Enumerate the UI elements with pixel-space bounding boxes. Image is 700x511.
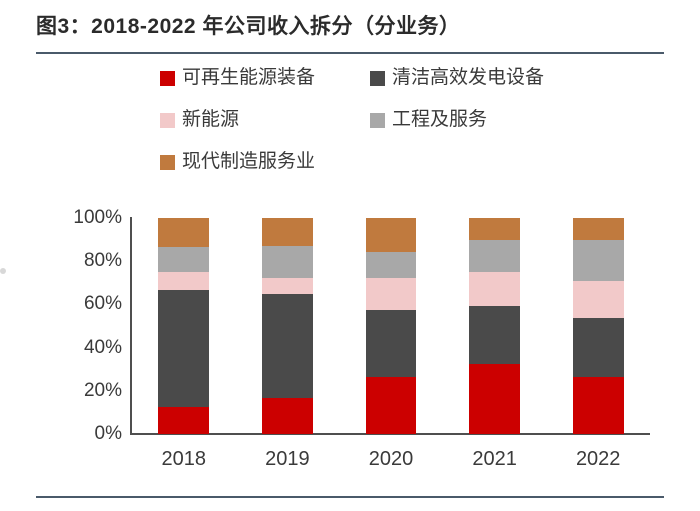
legend-item-renewable-equipment: 可再生能源装备	[160, 68, 370, 88]
legend-label: 清洁高效发电设备	[392, 67, 545, 88]
legend-label: 工程及服务	[392, 109, 488, 130]
bar-group-2018	[158, 218, 210, 434]
y-axis-tick-label: 100%	[73, 207, 122, 228]
bar-segment[interactable]	[158, 218, 210, 247]
legend-swatch-icon	[160, 112, 175, 128]
bar-segment[interactable]	[469, 305, 520, 365]
x-axis: 2018 2019 2020 2021 2022	[132, 448, 650, 478]
bar-segment[interactable]	[469, 272, 520, 306]
bar-segment[interactable]	[572, 240, 624, 282]
bar-segment[interactable]	[469, 364, 520, 434]
bar-group-2020	[365, 218, 417, 434]
bar-segment[interactable]	[262, 245, 313, 278]
page-edge-marker	[0, 268, 6, 274]
bar-segment[interactable]	[262, 397, 313, 434]
footer-divider	[36, 496, 664, 498]
bar-segment[interactable]	[158, 246, 210, 273]
y-axis-tick-label: 20%	[83, 379, 122, 401]
bar-group-2019	[262, 218, 313, 434]
chart-legend: 可再生能源装备 清洁高效发电设备 新能源 工程及服务 现代制造服务业	[160, 68, 630, 194]
bar-segment[interactable]	[572, 218, 624, 241]
bar-segment[interactable]	[262, 293, 313, 398]
bar-segment[interactable]	[262, 277, 313, 294]
y-axis-tick-label: 40%	[83, 336, 122, 358]
legend-label: 现代制造服务业	[182, 151, 316, 172]
x-axis-line	[130, 433, 650, 435]
legend-item-new-energy: 新能源	[160, 110, 370, 130]
legend-label: 新能源	[182, 109, 240, 130]
legend-item-clean-power-equipment: 清洁高效发电设备	[370, 68, 544, 88]
stacked-bar[interactable]	[158, 218, 210, 434]
stacked-bar[interactable]	[365, 218, 417, 434]
bars-container	[132, 218, 650, 434]
legend-swatch-icon	[370, 70, 385, 86]
bar-segment[interactable]	[262, 218, 313, 246]
legend-item-engineering-services: 工程及服务	[370, 110, 487, 130]
stacked-bar[interactable]	[469, 218, 520, 434]
legend-row: 现代制造服务业	[160, 152, 630, 194]
x-axis-tick-label: 2018	[161, 448, 207, 470]
legend-item-modern-manufacturing-services: 现代制造服务业	[160, 152, 370, 172]
title-divider	[36, 52, 664, 54]
legend-row: 新能源 工程及服务	[160, 110, 630, 152]
bar-segment[interactable]	[158, 272, 210, 290]
legend-swatch-icon	[160, 70, 175, 86]
stacked-bar[interactable]	[572, 218, 624, 434]
y-axis-tick-label: 80%	[83, 250, 122, 272]
legend-label: 可再生能源装备	[182, 67, 316, 88]
x-axis-tick-label: 2019	[265, 448, 310, 470]
legend-row: 可再生能源装备 清洁高效发电设备	[160, 68, 630, 110]
page-title: 图3：2018-2022 年公司收入拆分（分业务）	[36, 15, 461, 38]
x-axis-tick-label: 2022	[575, 448, 621, 470]
y-axis: 0% 20% 40% 60% 80% 100%	[46, 206, 122, 446]
bar-segment[interactable]	[158, 289, 210, 407]
x-axis-tick-label: 2020	[368, 448, 414, 470]
legend-swatch-icon	[370, 112, 385, 128]
stacked-bar[interactable]	[262, 218, 313, 434]
title-bar: 图3：2018-2022 年公司收入拆分（分业务）	[36, 10, 636, 44]
bar-segment[interactable]	[365, 218, 417, 253]
y-axis-line	[130, 217, 132, 435]
bar-segment[interactable]	[365, 252, 417, 279]
bar-segment[interactable]	[572, 376, 624, 434]
bar-segment[interactable]	[365, 376, 417, 434]
bar-segment[interactable]	[572, 318, 624, 377]
bar-segment[interactable]	[365, 310, 417, 377]
bar-segment[interactable]	[572, 281, 624, 319]
bar-group-2022	[572, 218, 624, 434]
bar-segment[interactable]	[469, 240, 520, 273]
y-axis-tick-label: 0%	[94, 423, 122, 444]
legend-swatch-icon	[160, 154, 175, 170]
x-axis-tick-label: 2021	[472, 448, 517, 470]
bar-segment[interactable]	[469, 218, 520, 241]
y-axis-tick-label: 60%	[83, 293, 122, 315]
bar-segment[interactable]	[365, 278, 417, 311]
bar-group-2021	[469, 218, 520, 434]
bar-segment[interactable]	[158, 407, 210, 434]
